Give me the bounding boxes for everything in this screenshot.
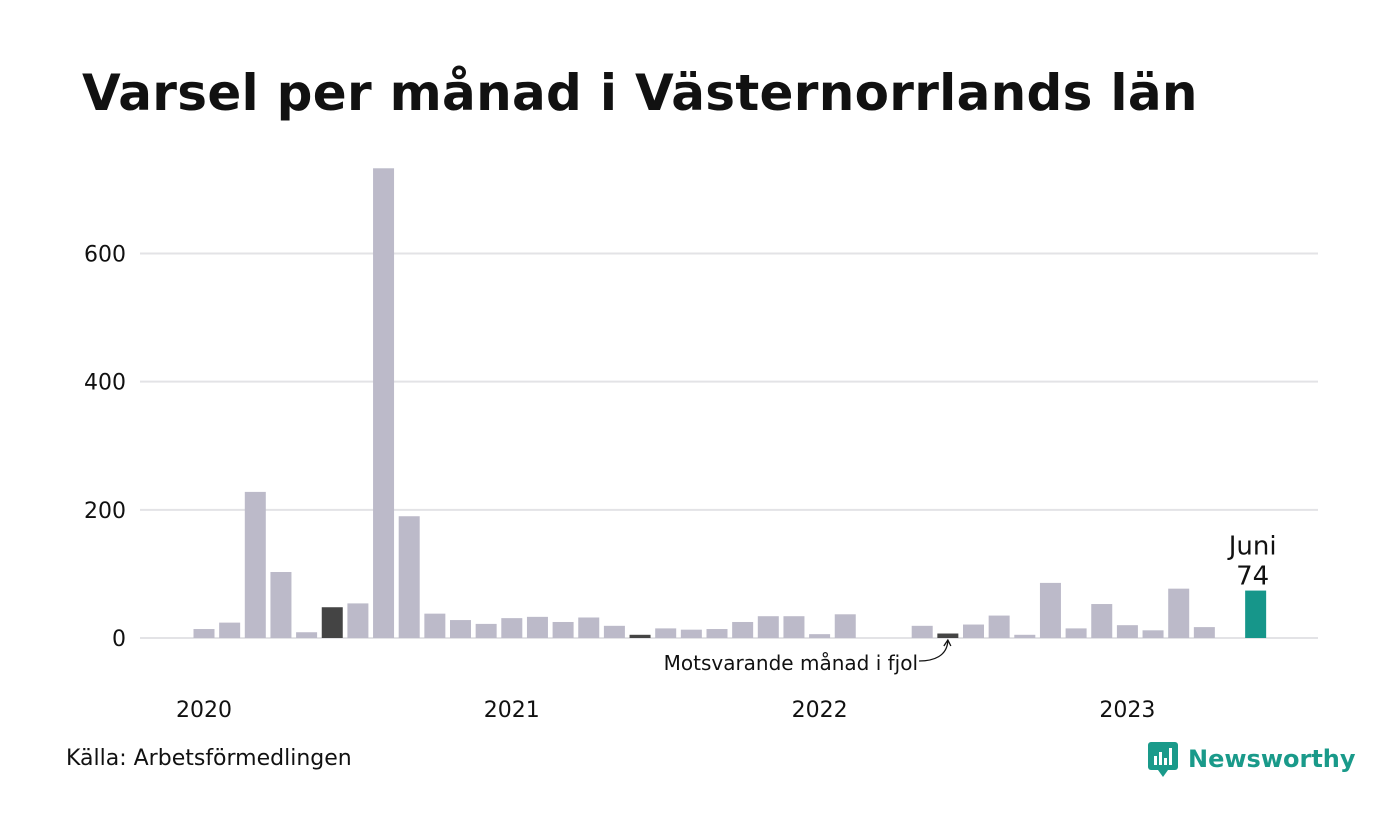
bar [1091,604,1113,638]
bar [1039,582,1061,638]
bar [219,622,241,638]
bar [501,618,523,638]
bar [834,614,856,638]
bar [809,634,831,638]
bar [475,623,497,638]
bar [988,615,1010,638]
bar [398,516,420,638]
bar [706,629,728,638]
bar [424,613,446,638]
y-tick-label: 0 [112,627,126,652]
bar [1065,628,1087,638]
x-tick-label: 2023 [1099,698,1155,723]
brand-name: Newsworthy [1188,745,1356,773]
bar [911,625,933,638]
bar-highlight [321,607,343,638]
bar [526,616,548,638]
bar [655,628,677,638]
x-tick-label: 2020 [176,698,232,723]
annotation-arrow [918,640,949,662]
bar [373,168,395,639]
bar [296,632,318,638]
bar [270,571,292,638]
bar-highlight [629,634,651,638]
current-value-label: 74 [1236,562,1269,592]
x-tick-label: 2021 [484,698,540,723]
bar-current-month [1245,590,1267,638]
y-tick-label: 400 [84,371,126,396]
current-month-label: Juni [1227,532,1277,562]
bar [347,603,369,638]
bar [1193,627,1215,638]
bar [680,629,702,638]
y-tick-label: 200 [84,499,126,524]
bar [1168,588,1190,638]
bar [1116,625,1138,638]
newsworthy-logo-icon [1148,742,1178,777]
y-tick-label: 600 [84,243,126,268]
bar [450,620,471,638]
source-label: Källa: Arbetsförmedlingen [66,746,352,771]
bar [757,616,779,638]
bar [193,629,215,638]
bar [244,491,266,638]
bar [552,621,574,638]
bar [603,625,625,638]
bar [1014,634,1036,638]
bar-highlight [937,633,959,638]
bar [963,624,984,638]
brand-logo[interactable]: Newsworthy [1148,742,1356,782]
chart-title: Varsel per månad i Västernorrlands län [82,64,1198,122]
annotation-label: Motsvarande månad i fjol [664,651,918,675]
x-tick-label: 2022 [792,698,848,723]
bar [1142,630,1164,638]
bar [732,621,754,638]
annotation-arrowhead [943,638,952,647]
bar [578,617,600,638]
bar [783,616,805,638]
